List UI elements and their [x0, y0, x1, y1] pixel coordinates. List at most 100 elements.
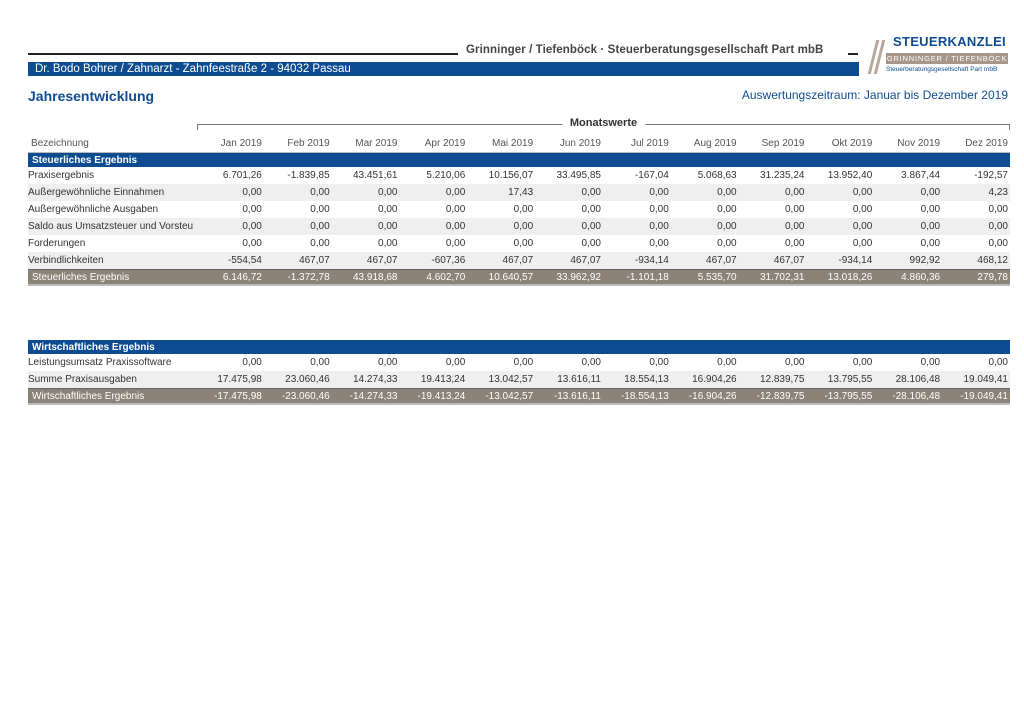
column-header-month: Feb 2019 — [263, 135, 332, 153]
row-value: 0,00 — [670, 184, 739, 201]
monthly-values-header: Monatswerte — [197, 117, 1010, 132]
row-value: 13.042,57 — [467, 371, 536, 389]
header-rule-right — [848, 53, 858, 55]
row-value: 0,00 — [242, 238, 262, 249]
header-rule-left — [28, 53, 458, 55]
row-label: Außergewöhnliche Einnahmen — [28, 184, 196, 201]
logo-subtitle: Steuerberatungsgesellschaft Part mbB — [886, 66, 998, 73]
row-value: 0,00 — [602, 184, 671, 201]
row-value: 43.451,61 — [352, 170, 398, 181]
total-row: Steuerliches Ergebnis 6.146,72 -1.372,78 43… — [28, 269, 1010, 286]
table-row: Außergewöhnliche Ausgaben 0,00 0,00 0,00 0,0… — [28, 201, 1010, 218]
column-header-month: Apr 2019 — [399, 135, 468, 153]
monthly-values-tick-left — [197, 124, 198, 130]
row-value: 0,00 — [852, 357, 873, 368]
client-bar: Dr. Bodo Bohrer / Zahnarzt - Zahnfeestra… — [28, 62, 859, 76]
column-header-month: Jul 2019 — [602, 135, 671, 153]
row-value: 0,00 — [806, 184, 875, 201]
row-value: 0,00 — [445, 238, 466, 249]
row-value: 0,00 — [196, 218, 264, 235]
firm-logo: STEUERKANZLEI GRINNINGER / TIEFENBÖCK St… — [867, 34, 1008, 78]
tax-result-table: Bezeichnung Jan 2019 Feb 2019 Mar 2019 Apr 2… — [28, 135, 1010, 286]
column-header-month: Nov 2019 — [874, 135, 943, 153]
row-value: 0,00 — [310, 204, 330, 215]
row-value: 3.867,44 — [901, 170, 941, 181]
total-value: -16.904,26 — [670, 388, 739, 405]
row-value: 0,00 — [445, 204, 466, 215]
total-value: 33.962,92 — [535, 269, 603, 286]
row-value: 16.904,26 — [670, 371, 739, 389]
column-header-row: Bezeichnung Jan 2019 Feb 2019 Mar 2019 Apr 2… — [28, 135, 1010, 153]
row-value: 0,00 — [920, 357, 941, 368]
total-value: -19.049,41 — [942, 388, 1010, 405]
total-value: -18.554,13 — [602, 388, 671, 405]
row-value: 28.106,48 — [874, 371, 943, 389]
row-value: 0,00 — [310, 357, 330, 368]
row-value: 0,00 — [467, 218, 536, 235]
table-row: Außergewöhnliche Einnahmen 0,00 0,00 0,00 0,… — [28, 184, 1010, 201]
monthly-values-label: Monatswerte — [561, 117, 646, 129]
total-value: -1.372,78 — [263, 269, 332, 286]
row-value: 0,00 — [988, 204, 1008, 215]
column-header-month: Mai 2019 — [467, 135, 536, 153]
row-value: 13.795,55 — [806, 371, 875, 389]
row-value: 17,43 — [467, 184, 536, 201]
total-value: 43.918,68 — [331, 269, 400, 286]
section-header: Steuerliches Ergebnis — [28, 152, 1010, 167]
section-title: Steuerliches Ergebnis — [28, 152, 196, 167]
row-value: 0,00 — [513, 238, 534, 249]
total-value: -13.616,11 — [535, 388, 603, 405]
row-value: 0,00 — [874, 184, 943, 201]
row-value: 0,00 — [806, 218, 875, 235]
row-value: 0,00 — [263, 218, 332, 235]
logo-title: STEUERKANZLEI — [893, 34, 1006, 49]
row-label: Saldo aus Umsatzsteuer und Vorsteu — [28, 218, 196, 235]
row-value: 0,00 — [263, 184, 332, 201]
logo-band: GRINNINGER / TIEFENBÖCK — [886, 53, 1008, 64]
row-value: 992,92 — [874, 252, 943, 270]
table-row: Praxisergebnis 6.701,26 -1.839,85 43.451,61… — [28, 167, 1010, 184]
row-value: 0,00 — [649, 238, 669, 249]
row-label: Verbindlichkeiten — [28, 252, 196, 270]
row-value: -934,14 — [806, 252, 875, 270]
row-value: 5.210,06 — [426, 170, 466, 181]
row-value: 0,00 — [242, 357, 262, 368]
row-value: 0,00 — [852, 204, 873, 215]
row-value: -167,04 — [634, 170, 669, 181]
total-value: 6.146,72 — [196, 269, 264, 286]
row-value: 467,07 — [738, 252, 807, 270]
row-value: 0,00 — [670, 218, 739, 235]
row-value: 19.413,24 — [399, 371, 468, 389]
row-value: 17.475,98 — [196, 371, 264, 389]
total-label: Wirtschaftliches Ergebnis — [28, 388, 196, 405]
row-value: 0,00 — [920, 238, 941, 249]
total-value: -23.060,46 — [263, 388, 332, 405]
row-value: -1.839,85 — [287, 170, 330, 181]
row-value: 23.060,46 — [263, 371, 332, 389]
total-value: -12.839,75 — [738, 388, 807, 405]
row-value: 0,00 — [513, 204, 534, 215]
column-header-month: Aug 2019 — [670, 135, 739, 153]
row-value: 0,00 — [581, 238, 601, 249]
total-value: -1.101,18 — [602, 269, 671, 286]
row-label: Summe Praxisausgaben — [28, 371, 196, 389]
row-value: 0,00 — [874, 218, 943, 235]
column-header-month: Mar 2019 — [331, 135, 400, 153]
row-value: 0,00 — [196, 184, 264, 201]
row-value: 0,00 — [535, 218, 603, 235]
row-value: 0,00 — [717, 357, 737, 368]
total-value: 10.640,57 — [467, 269, 536, 286]
total-value: -14.274,33 — [331, 388, 400, 405]
row-value: 0,00 — [602, 218, 671, 235]
section-header-bar — [196, 340, 1010, 354]
row-value: 467,07 — [670, 252, 739, 270]
row-value: 14.274,33 — [331, 371, 400, 389]
row-value: 0,00 — [399, 184, 468, 201]
row-value: 18.554,13 — [602, 371, 671, 389]
page-title: Jahresentwicklung — [28, 88, 155, 104]
row-value: 10.156,07 — [488, 170, 534, 181]
firm-name: Grinninger / Tiefenböck · Steuerberatung… — [466, 44, 824, 56]
total-value: -28.106,48 — [874, 388, 943, 405]
column-header-month: Jan 2019 — [196, 135, 264, 153]
row-value: 0,00 — [331, 184, 400, 201]
